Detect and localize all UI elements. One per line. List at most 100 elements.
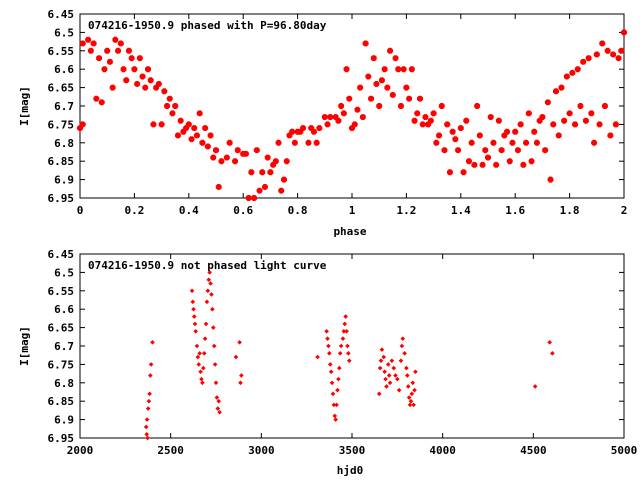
phased-data-point — [90, 40, 97, 47]
phased-data-point — [544, 99, 551, 106]
phased-data-point — [621, 29, 627, 36]
unphased-data-point — [406, 395, 412, 400]
unphased-data-point — [145, 435, 150, 441]
phased-y-tick-label: 6.7 — [54, 100, 74, 113]
unphased-data-point — [215, 406, 221, 411]
phased-data-point — [115, 47, 121, 54]
unphased-data-point — [194, 343, 200, 349]
phased-data-point — [223, 154, 230, 161]
unphased-data-point — [210, 325, 216, 330]
phased-data-point — [283, 158, 290, 165]
phased-data-point — [607, 132, 614, 139]
phased-data-point — [194, 132, 200, 139]
unphased-x-tick-label: 4500 — [520, 444, 547, 457]
phased-data-point — [433, 139, 440, 146]
phased-data-point — [232, 158, 238, 165]
phased-y-axis-label: I[mag] — [18, 86, 31, 126]
phased-data-point — [422, 114, 429, 120]
phased-data-point — [515, 147, 521, 154]
phased-data-point — [403, 84, 410, 91]
phased-data-point — [85, 36, 92, 43]
unphased-data-point — [376, 391, 382, 397]
unphased-data-point — [198, 369, 203, 375]
phased-data-point — [253, 147, 260, 154]
phased-x-ticks: 0 0.2 0.4 0.6 0.8 1 1.2 1.4 1.6 1.8 2 — [77, 14, 627, 217]
phased-data-point — [370, 55, 377, 62]
phased-data-point — [259, 169, 266, 176]
phased-data-point — [572, 121, 578, 128]
unphased-data-point — [239, 373, 244, 378]
phased-data-point — [392, 55, 399, 62]
phased-data-point — [476, 132, 483, 139]
phased-data-point — [542, 147, 549, 154]
unphased-data-point — [205, 288, 211, 294]
phased-data-point — [493, 161, 500, 168]
unphased-data-point — [190, 299, 196, 305]
phased-data-point — [150, 121, 157, 128]
phased-data-point — [155, 81, 162, 87]
phased-data-point — [618, 47, 625, 54]
phased-data-point — [487, 114, 494, 120]
phased-x-tick-label: 1.8 — [560, 204, 580, 217]
phased-data-point — [191, 125, 198, 131]
unphased-data-point — [385, 362, 391, 367]
unphased-data-point — [336, 376, 341, 382]
phased-x-tick-label: 1.2 — [396, 204, 416, 217]
phased-data-point — [455, 147, 461, 154]
phased-y-tick-label: 6.65 — [48, 82, 75, 95]
phased-data-point — [161, 88, 168, 95]
phased-data-point — [204, 143, 211, 150]
unphased-data-point — [393, 373, 398, 378]
phased-data-point — [438, 103, 445, 109]
phased-data-point — [104, 47, 111, 54]
phased-data-point — [112, 36, 119, 43]
phased-data-point — [479, 161, 486, 168]
phased-data-point — [142, 84, 149, 91]
phased-data-point — [452, 136, 459, 143]
unphased-x-axis-label: hjd0 — [337, 464, 364, 477]
unphased-x-tick-label: 2500 — [157, 444, 184, 457]
phased-data-point — [365, 73, 372, 80]
phased-data-point — [79, 40, 86, 47]
phased-data-point — [485, 154, 491, 161]
unphased-data-point — [337, 365, 342, 371]
phased-data-point — [87, 47, 94, 54]
unphased-y-ticks: 6.45 6.5 6.55 6.6 6.65 6.7 6.75 6.8 6.85 6.9 6.95 — [48, 248, 624, 445]
phased-x-tick-label: 0.2 — [124, 204, 144, 217]
phased-data-point — [400, 66, 407, 73]
phased-data-point — [300, 125, 306, 131]
phased-data-point — [338, 103, 345, 109]
phased-x-tick-label: 1.4 — [451, 204, 471, 217]
phased-data-point — [281, 176, 287, 183]
phased-data-point — [134, 81, 141, 87]
phased-data-point — [264, 154, 271, 161]
phased-data-point — [234, 147, 241, 154]
phased-y-tick-label: 6.45 — [48, 8, 75, 21]
unphased-data-point — [206, 277, 212, 283]
unphased-x-tick-label: 3500 — [339, 444, 366, 457]
phased-data-point — [512, 128, 519, 135]
unphased-data-point — [209, 292, 214, 297]
phased-data-point — [185, 121, 192, 128]
phased-data-point — [381, 66, 388, 73]
unphased-data-points — [143, 270, 555, 441]
phased-data-point — [313, 139, 320, 146]
phased-data-point — [580, 58, 587, 65]
unphased-data-point — [189, 288, 195, 294]
phased-data-point — [384, 84, 391, 91]
unphased-data-point — [208, 281, 213, 286]
phased-data-point — [574, 66, 581, 73]
phased-data-point — [321, 114, 328, 120]
phased-data-point — [278, 187, 285, 194]
unphased-data-point — [146, 398, 152, 404]
phased-data-point — [126, 47, 132, 54]
phased-data-point — [267, 169, 274, 176]
phased-data-point — [147, 77, 154, 84]
unphased-data-point — [327, 362, 333, 367]
phased-data-point — [248, 169, 255, 176]
unphased-data-point — [332, 413, 338, 419]
phased-y-tick-label: 6.95 — [48, 192, 75, 205]
unphased-data-point — [200, 380, 205, 386]
phased-data-point — [602, 103, 608, 109]
unphased-data-point — [324, 328, 329, 334]
